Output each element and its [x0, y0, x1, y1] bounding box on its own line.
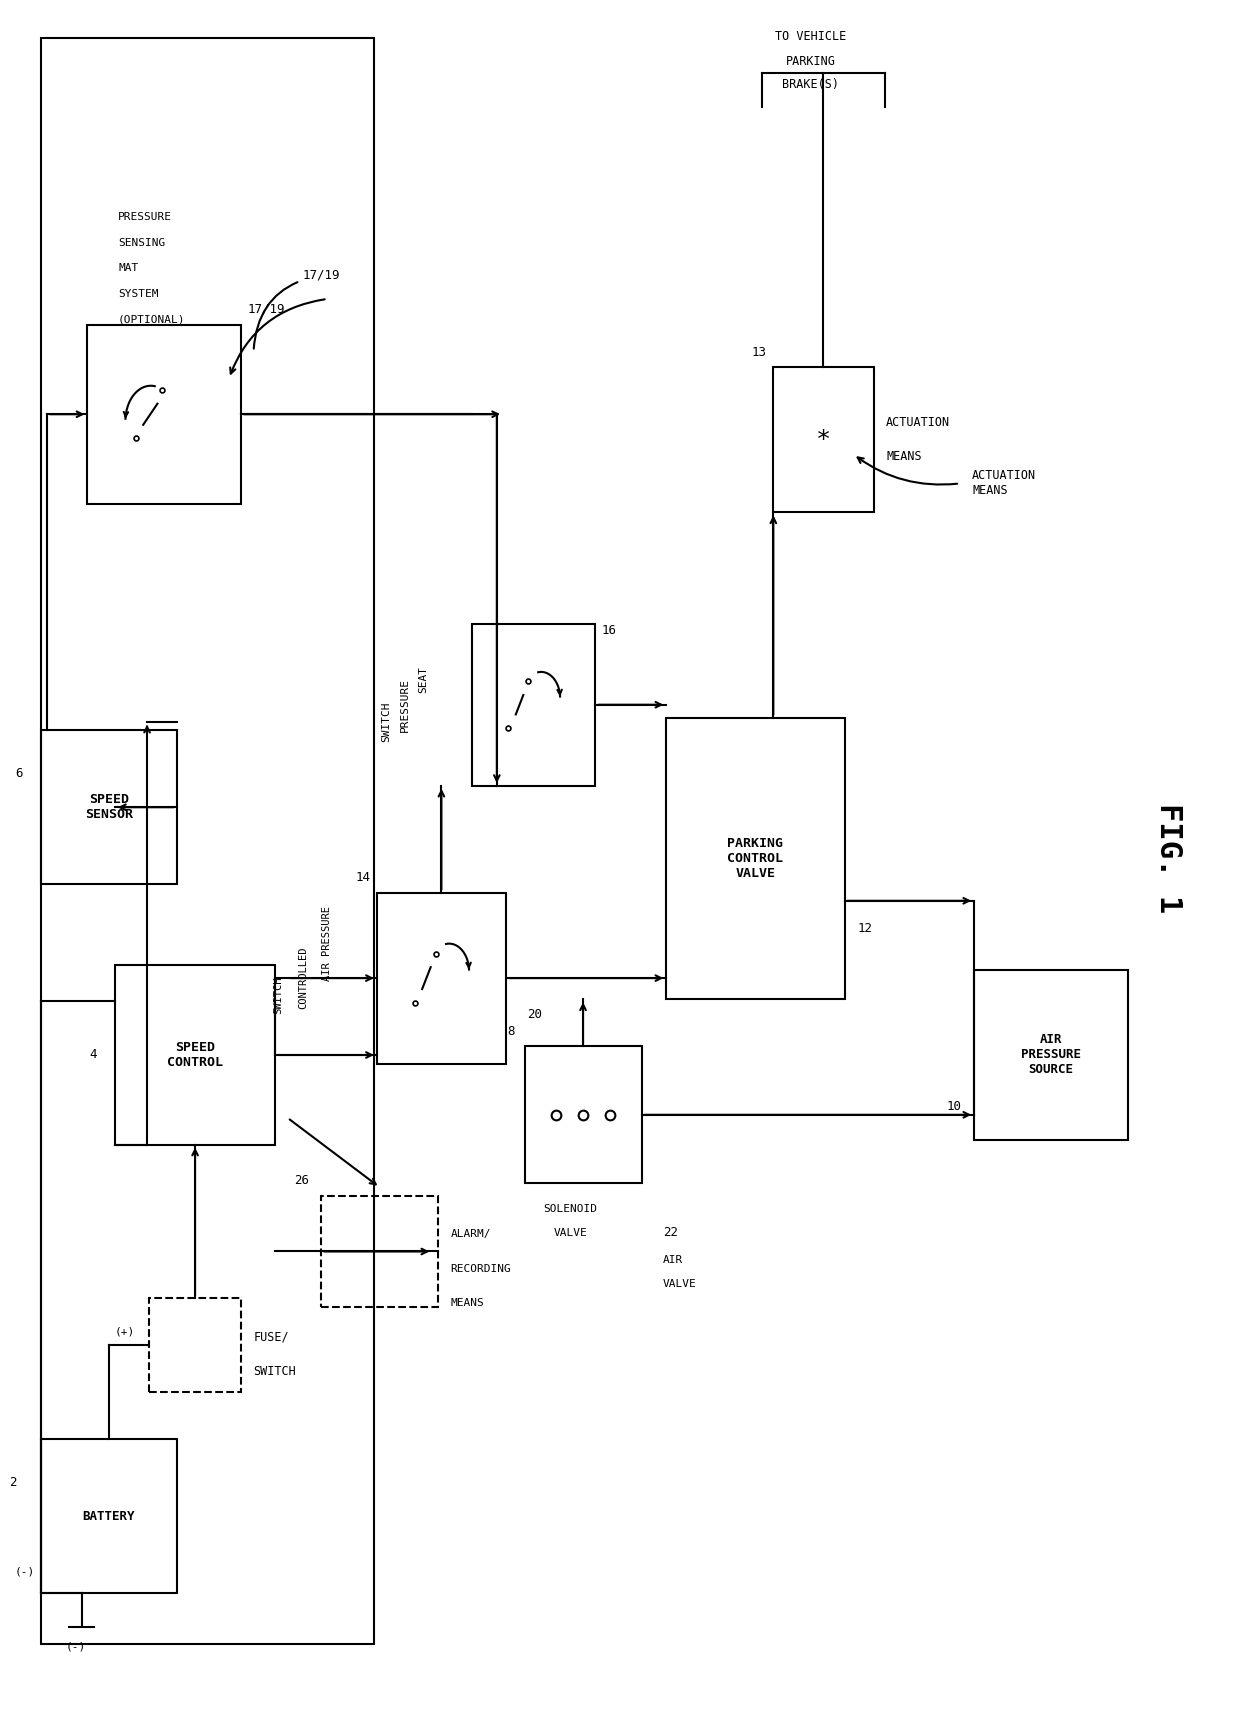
Text: (-): (-) [66, 1641, 86, 1652]
Bar [87, 325, 242, 505]
Text: SWITCH: SWITCH [273, 977, 283, 1015]
Bar [525, 1046, 641, 1183]
Text: 26: 26 [294, 1174, 309, 1188]
Bar [773, 367, 874, 512]
Bar [472, 623, 595, 786]
Text: SENSING: SENSING [118, 237, 165, 247]
Text: BATTERY: BATTERY [83, 1509, 135, 1523]
Text: PARKING: PARKING [786, 55, 836, 69]
Text: 14: 14 [356, 871, 371, 884]
Text: PARKING
CONTROL
VALVE: PARKING CONTROL VALVE [728, 836, 784, 881]
Text: MAT: MAT [118, 263, 139, 273]
Bar [149, 1298, 242, 1392]
Text: *: * [816, 428, 831, 452]
Text: 20: 20 [527, 1008, 542, 1022]
Text: 4: 4 [89, 1049, 97, 1061]
Text: SEAT: SEAT [418, 666, 428, 692]
Text: 6: 6 [15, 766, 22, 780]
Text: SPEED
SENSOR: SPEED SENSOR [84, 793, 133, 821]
Text: 10: 10 [947, 1101, 962, 1113]
Bar [41, 38, 373, 1645]
Text: ACTUATION
MEANS: ACTUATION MEANS [972, 469, 1037, 498]
Text: AIR PRESSURE: AIR PRESSURE [322, 907, 332, 982]
Text: 16: 16 [601, 623, 616, 637]
Bar [975, 970, 1128, 1140]
Text: AIR: AIR [663, 1255, 683, 1265]
Text: (OPTIONAL): (OPTIONAL) [118, 314, 186, 325]
Text: MEANS: MEANS [450, 1298, 485, 1308]
Text: 2: 2 [9, 1475, 16, 1489]
Bar [41, 730, 176, 884]
Text: RECORDING: RECORDING [450, 1264, 511, 1274]
Text: SPEED
CONTROL: SPEED CONTROL [167, 1041, 223, 1070]
Text: CONTROLLED: CONTROLLED [298, 946, 308, 1010]
Bar [115, 965, 275, 1145]
Text: VALVE: VALVE [554, 1228, 588, 1238]
Text: BRAKE(S): BRAKE(S) [782, 77, 839, 91]
Bar [41, 1439, 176, 1593]
Text: ACTUATION: ACTUATION [887, 416, 950, 429]
Text: FUSE/: FUSE/ [253, 1331, 289, 1343]
Text: (+): (+) [115, 1327, 135, 1338]
Text: SWITCH: SWITCH [253, 1365, 296, 1377]
Text: PRESSURE: PRESSURE [399, 678, 409, 731]
Text: 8: 8 [507, 1025, 515, 1037]
Text: AIR
PRESSURE
SOURCE: AIR PRESSURE SOURCE [1021, 1034, 1081, 1077]
Bar [666, 718, 844, 999]
Bar [377, 893, 506, 1063]
Bar [321, 1197, 438, 1307]
Text: (-): (-) [15, 1566, 35, 1576]
Text: VALVE: VALVE [663, 1279, 697, 1289]
Text: TO VEHICLE: TO VEHICLE [775, 29, 847, 43]
Text: 13: 13 [751, 345, 766, 359]
Text: SYSTEM: SYSTEM [118, 288, 159, 299]
Text: PRESSURE: PRESSURE [118, 211, 172, 221]
Text: SOLENOID: SOLENOID [543, 1204, 598, 1214]
Text: FIG. 1: FIG. 1 [1153, 804, 1183, 913]
Text: MEANS: MEANS [887, 450, 921, 464]
Text: 17/19: 17/19 [248, 302, 285, 316]
Text: 22: 22 [663, 1226, 678, 1240]
Text: SWITCH: SWITCH [381, 702, 391, 742]
Text: 12: 12 [857, 922, 872, 936]
Text: ALARM/: ALARM/ [450, 1229, 491, 1240]
Text: 17/19: 17/19 [254, 270, 340, 349]
